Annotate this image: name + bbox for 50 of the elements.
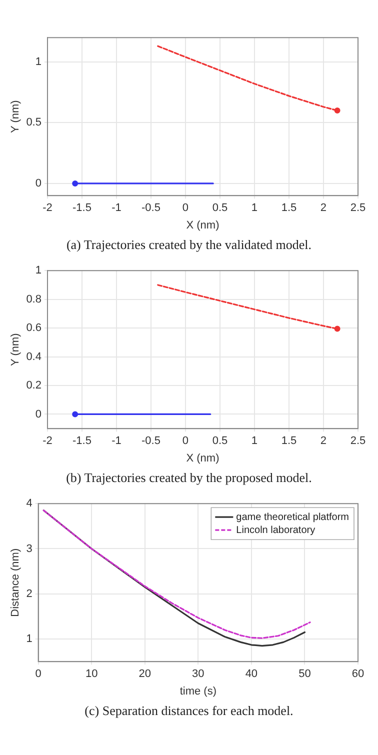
x-axis-title: X (nm) <box>186 219 220 232</box>
y-tick-label: 4 <box>26 498 32 510</box>
y-tick-label: 0.8 <box>26 293 42 306</box>
x-tick-label: 30 <box>192 668 204 680</box>
y-tick-label: 2 <box>26 588 32 600</box>
x-tick-label: 2 <box>320 435 327 448</box>
x-tick-label: -2 <box>42 202 52 214</box>
x-tick-label: 1 <box>251 202 258 214</box>
x-tick-label: 0 <box>182 435 189 448</box>
x-tick-label: 1.5 <box>281 202 297 214</box>
x-tick-label: -2 <box>42 435 52 448</box>
x-tick-label: -1.5 <box>72 435 92 448</box>
y-axis-title: Y (nm) <box>10 333 22 366</box>
x-tick-label: 2 <box>320 202 327 214</box>
legend-label: game theoretical platform <box>236 512 350 523</box>
y-tick-label: 0.5 <box>26 116 42 129</box>
x-tick-label: 2.5 <box>350 202 366 214</box>
x-tick-label: 20 <box>138 668 152 680</box>
legend-label: Lincoln laboratory <box>236 524 316 536</box>
text: (c) Separation distances for each model. <box>84 703 294 719</box>
x-tick-label: 40 <box>245 668 258 680</box>
y-tick-label: 0 <box>35 177 42 190</box>
x-tick-label: 1 <box>251 435 258 448</box>
x-tick-label: 1.5 <box>281 435 297 448</box>
y-tick-label: 0.2 <box>26 380 42 392</box>
x-tick-label: 10 <box>85 668 98 680</box>
y-tick-label: 1 <box>35 56 42 68</box>
y-tick-label: 0.4 <box>26 350 42 363</box>
text: (a) Trajectories created by the validated model. <box>65 237 313 253</box>
y-axis-title: Distance (nm) <box>10 548 22 617</box>
x-tick-label: -1 <box>112 435 122 448</box>
x-axis-title: time (s) <box>180 685 216 698</box>
y-tick-label: 1 <box>26 633 32 646</box>
x-tick-label: 0.5 <box>212 435 228 448</box>
x-tick-label: 0 <box>182 202 189 214</box>
x-tick-label: -1.5 <box>72 202 92 214</box>
y-tick-label: 0.6 <box>26 322 42 334</box>
y-tick-label: 0 <box>35 408 42 420</box>
x-tick-label: -0.5 <box>142 202 160 214</box>
x-axis-title: X (nm) <box>186 452 220 464</box>
x-tick-label: -0.5 <box>142 435 160 448</box>
y-axis-title: Y (nm) <box>10 100 22 134</box>
x-tick-label: 0.5 <box>212 202 228 214</box>
text: (b) Trajectories created by the proposed model. <box>65 470 313 486</box>
x-tick-label: 2.5 <box>350 435 366 448</box>
y-tick-label: 3 <box>26 542 32 555</box>
x-tick-label: 60 <box>352 668 364 680</box>
y-tick-label: 1 <box>35 264 42 277</box>
x-tick-label: 50 <box>298 668 311 680</box>
x-tick-label: -1 <box>112 202 122 214</box>
